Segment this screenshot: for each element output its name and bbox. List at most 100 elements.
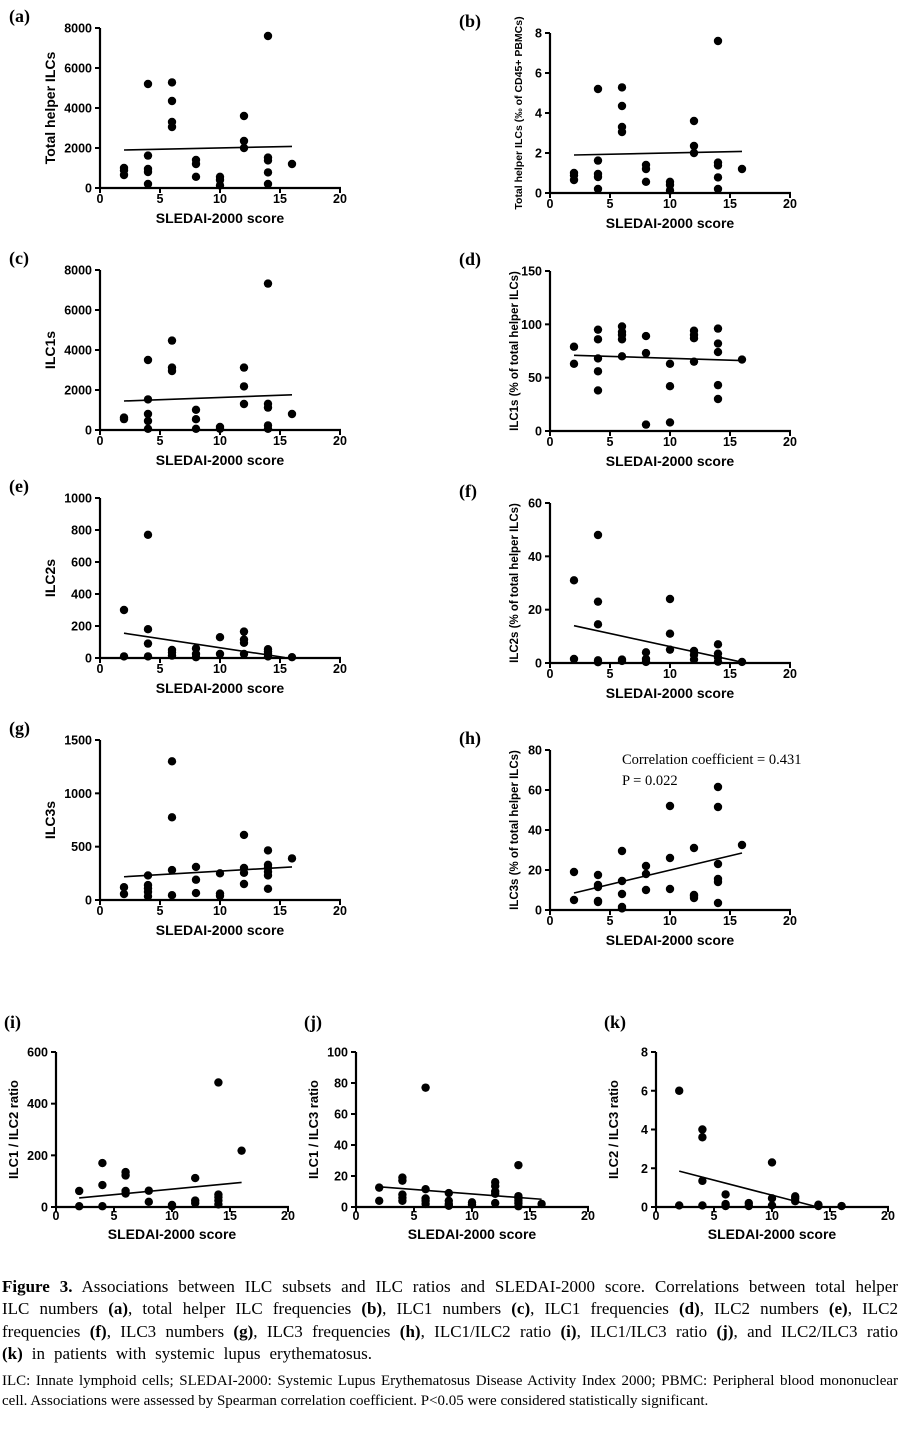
svg-text:1500: 1500: [64, 734, 92, 748]
svg-text:ILC2s (% of total helper ILCs): ILC2s (% of total helper ILCs): [509, 503, 521, 663]
svg-text:5: 5: [607, 667, 614, 681]
svg-text:0: 0: [97, 662, 104, 676]
svg-text:SLEDAI-2000 score: SLEDAI-2000 score: [408, 1226, 537, 1242]
svg-text:6: 6: [641, 1084, 648, 1098]
svg-text:10: 10: [213, 662, 227, 676]
svg-text:0: 0: [547, 667, 554, 681]
svg-text:Correlation coefficient = 0.43: Correlation coefficient = 0.431: [622, 752, 801, 768]
svg-text:ILC1s: ILC1s: [42, 331, 58, 369]
caption-segment: in patients with systemic lupus erythema…: [22, 1344, 372, 1364]
svg-text:8: 8: [535, 27, 542, 41]
caption-segment: (i): [560, 1321, 577, 1341]
svg-text:SLEDAI-2000 score: SLEDAI-2000 score: [708, 1226, 837, 1242]
svg-text:10: 10: [663, 435, 677, 449]
svg-text:20: 20: [528, 603, 542, 617]
svg-text:0: 0: [85, 894, 92, 908]
caption-segment: , and ILC2/ILC3 ratio: [733, 1321, 899, 1341]
svg-text:1000: 1000: [64, 787, 92, 801]
svg-text:0: 0: [97, 434, 104, 448]
svg-text:80: 80: [334, 1077, 348, 1091]
panel-c: 0 5 10 15 20 0 2000 4000 6000 8000 SLEDAI-2000 sco…: [0, 242, 450, 482]
caption-segment: Figure 3.: [2, 1277, 73, 1296]
svg-text:20: 20: [333, 434, 347, 448]
caption-segment: (f): [89, 1321, 107, 1341]
svg-text:20: 20: [281, 1209, 295, 1223]
svg-text:5: 5: [157, 192, 164, 206]
svg-text:20: 20: [334, 1170, 348, 1184]
svg-text:(c): (c): [9, 248, 29, 269]
svg-text:ILC1 / ILC3 ratio: ILC1 / ILC3 ratio: [306, 1080, 321, 1179]
svg-text:0: 0: [535, 425, 542, 439]
svg-text:5: 5: [711, 1209, 718, 1223]
svg-text:15: 15: [223, 1209, 237, 1223]
svg-text:0: 0: [547, 435, 554, 449]
svg-text:100: 100: [327, 1046, 348, 1060]
svg-text:10: 10: [213, 434, 227, 448]
caption-segment: , ILC1/ILC3 ratio: [576, 1321, 717, 1341]
scatter-plot-ilc3-numbers: 0 5 10 15 20 0 500 1000 1500 SLEDAI-2000 score ILC…: [9, 718, 347, 938]
svg-text:6: 6: [535, 67, 542, 81]
svg-text:10: 10: [663, 914, 677, 928]
svg-text:20: 20: [783, 914, 797, 928]
svg-text:10: 10: [663, 667, 677, 681]
caption-segment: , ILC3 frequencies: [253, 1321, 400, 1341]
svg-text:60: 60: [528, 784, 542, 798]
svg-text:5: 5: [607, 197, 614, 211]
svg-text:2000: 2000: [64, 384, 92, 398]
panel-f: 0 5 10 15 20 0 20 40 60 SLEDAI-2000 score ILC2s (%…: [450, 475, 900, 715]
svg-text:20: 20: [528, 864, 542, 878]
svg-text:SLEDAI-2000 score: SLEDAI-2000 score: [606, 215, 735, 231]
svg-text:4: 4: [535, 107, 542, 121]
svg-text:150: 150: [521, 265, 542, 279]
svg-text:5: 5: [607, 914, 614, 928]
svg-text:600: 600: [71, 556, 92, 570]
svg-text:100: 100: [521, 318, 542, 332]
svg-text:SLEDAI-2000 score: SLEDAI-2000 score: [606, 932, 735, 948]
svg-text:ILC1 / ILC2 ratio: ILC1 / ILC2 ratio: [6, 1080, 21, 1179]
svg-text:15: 15: [273, 434, 287, 448]
svg-text:SLEDAI-2000 score: SLEDAI-2000 score: [156, 680, 285, 696]
svg-text:400: 400: [71, 588, 92, 602]
scatter-plot-ilc1-frequencies: 0 5 10 15 20 0 50 100 150 SLEDAI-2000 score ILC1s …: [459, 249, 797, 469]
caption-segment: , ILC1 frequencies: [530, 1299, 679, 1319]
svg-text:0: 0: [53, 1209, 60, 1223]
svg-text:500: 500: [71, 840, 92, 854]
caption-segment: (g): [233, 1321, 254, 1341]
svg-text:40: 40: [528, 824, 542, 838]
svg-text:0: 0: [85, 424, 92, 438]
scatter-plot-ilc2-frequencies: 0 5 10 15 20 0 20 40 60 SLEDAI-2000 score ILC2s (%…: [459, 481, 797, 701]
svg-text:(j): (j): [304, 1012, 322, 1033]
svg-text:50: 50: [528, 371, 542, 385]
svg-text:(h): (h): [459, 728, 481, 749]
svg-text:SLEDAI-2000 score: SLEDAI-2000 score: [108, 1226, 237, 1242]
caption-segment: (d): [678, 1299, 700, 1319]
svg-text:0: 0: [341, 1201, 348, 1215]
panel-e: 0 5 10 15 20 0 200 400 600 800 1000 SLEDAI-2000 sco…: [0, 470, 450, 710]
svg-text:(i): (i): [4, 1012, 21, 1033]
svg-text:0: 0: [547, 197, 554, 211]
svg-text:15: 15: [723, 435, 737, 449]
svg-text:40: 40: [334, 1139, 348, 1153]
svg-text:60: 60: [334, 1108, 348, 1122]
svg-text:200: 200: [71, 620, 92, 634]
svg-text:0: 0: [85, 652, 92, 666]
scatter-plot-ilc3-frequencies: 0 5 10 15 20 0 20 40 60 80 SLEDAI-2000 score ILC3s …: [459, 728, 801, 948]
scatter-plot-ilc2-ilc3-ratio: 0 5 10 15 20 0 2 4 6 8 SLEDAI-2000 score ILC2 / ILC…: [604, 1012, 895, 1242]
svg-text:0: 0: [547, 914, 554, 928]
svg-text:20: 20: [333, 662, 347, 676]
panel-h: 0 5 10 15 20 0 20 40 60 80 SLEDAI-2000 score ILC3s …: [450, 722, 900, 962]
scatter-plot-ilc1-ilc3-ratio: 0 5 10 15 20 0 20 40 60 80 100 SLEDAI-2000 score ILC…: [304, 1012, 595, 1242]
svg-text:10: 10: [663, 197, 677, 211]
svg-text:5: 5: [157, 434, 164, 448]
svg-text:(a): (a): [9, 6, 30, 27]
scatter-plot-ilc1-numbers: 0 5 10 15 20 0 2000 4000 6000 8000 SLEDAI-2000 sco…: [9, 248, 347, 468]
svg-text:5: 5: [157, 662, 164, 676]
svg-text:2: 2: [535, 147, 542, 161]
svg-text:0: 0: [85, 182, 92, 196]
svg-text:40: 40: [528, 550, 542, 564]
svg-text:8000: 8000: [64, 22, 92, 36]
svg-text:0: 0: [535, 904, 542, 918]
svg-text:0: 0: [41, 1201, 48, 1215]
